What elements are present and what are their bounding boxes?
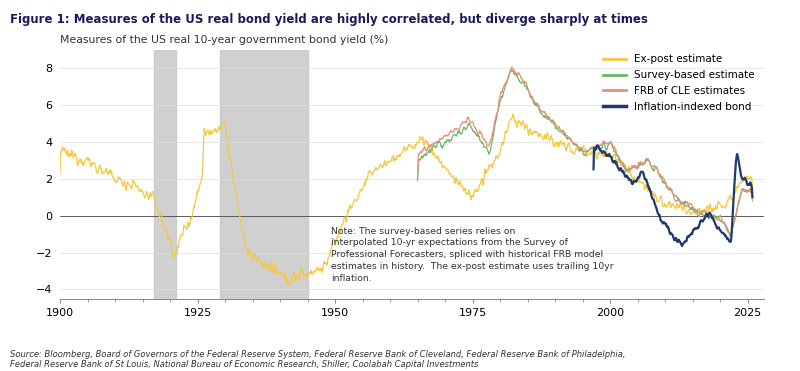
Bar (154, 50, 175, 299)
Text: Note: The survey-based series relies on
interpolated 10-yr expectations from the: Note: The survey-based series relies on … (331, 227, 614, 283)
Bar (219, 50, 307, 299)
Legend: Ex-post estimate, Survey-based estimate, FRB of CLE estimates, Inflation-indexed: Ex-post estimate, Survey-based estimate,… (598, 50, 758, 116)
Text: Source: Bloomberg, Board of Governors of the Federal Reserve System, Federal Res: Source: Bloomberg, Board of Governors of… (10, 350, 625, 369)
Text: Measures of the US real 10-year government bond yield (%): Measures of the US real 10-year governme… (60, 35, 388, 45)
Text: Figure 1: Measures of the US real bond yield are highly correlated, but diverge : Figure 1: Measures of the US real bond y… (10, 13, 647, 26)
